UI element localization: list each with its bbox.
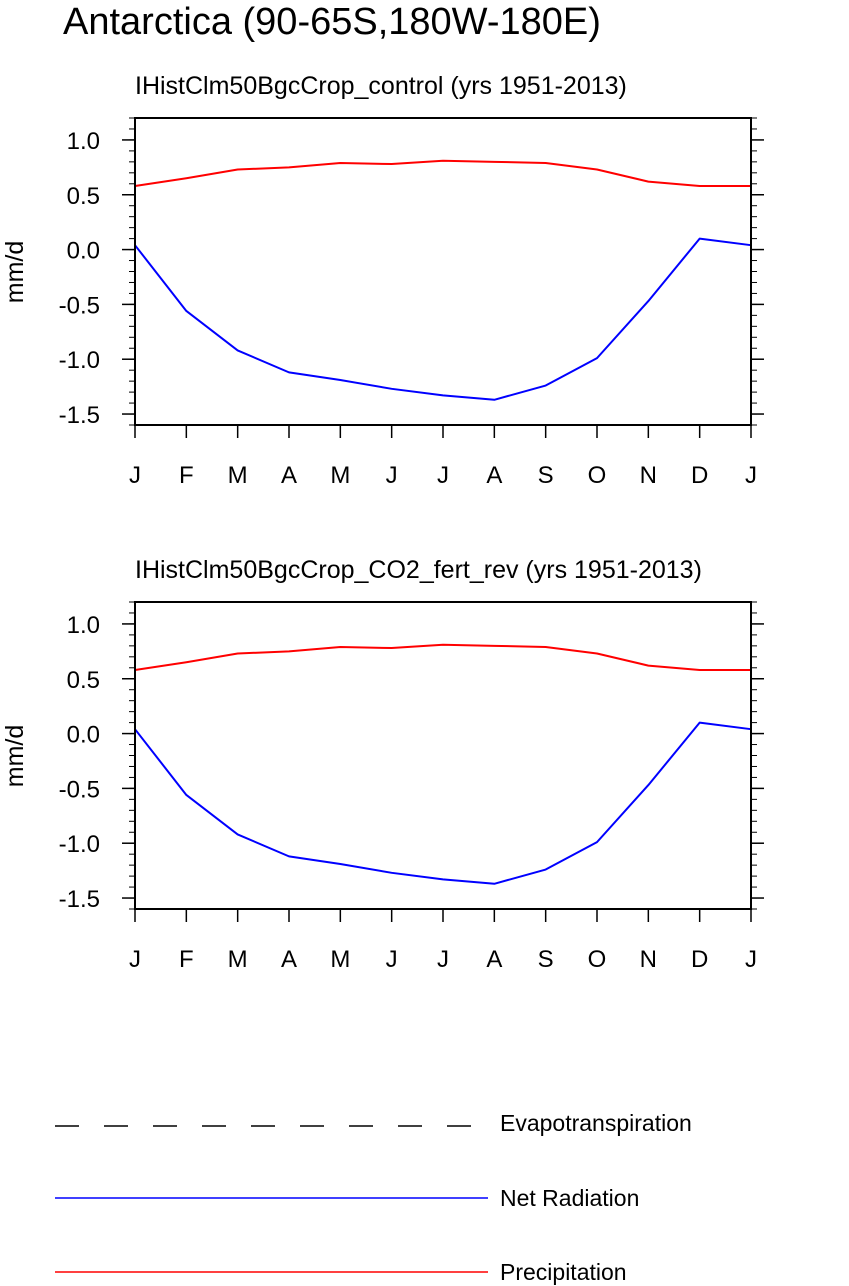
x-tick-label: J — [129, 462, 141, 489]
x-tick-label: O — [588, 946, 607, 973]
x-tick-label: A — [486, 946, 502, 973]
x-tick-label: D — [691, 946, 708, 973]
y-tick-label: 0.0 — [67, 722, 100, 749]
legend-label: Evapotranspiration — [500, 1110, 692, 1136]
y-tick-label: -1.5 — [59, 402, 100, 429]
panel-control: IHistClm50BgcCrop_control (yrs 1951-2013… — [1, 72, 764, 489]
y-tick-label: 1.0 — [67, 612, 100, 639]
y-tick-label: -0.5 — [59, 292, 100, 319]
x-tick-label: O — [588, 462, 607, 489]
y-tick-label: 1.0 — [67, 128, 100, 155]
series-lines — [134, 643, 752, 885]
legend: Evapotranspiration Net Radiation Precipi… — [55, 1110, 692, 1285]
series-line-precipitation — [134, 159, 751, 187]
x-tick-label: A — [281, 946, 297, 973]
y-tick-label: 0.5 — [67, 667, 100, 694]
legend-item-net-radiation: Net Radiation — [55, 1185, 639, 1211]
panel-title: IHistClm50BgcCrop_control (yrs 1951-2013… — [135, 72, 627, 100]
x-tick-label: J — [437, 946, 449, 973]
x-tick-label: F — [179, 946, 194, 973]
y-tick-label: 0.5 — [67, 183, 100, 210]
x-tick-label: D — [691, 462, 708, 489]
x-tick-label: J — [437, 462, 449, 489]
series-line-net-radiation — [134, 721, 752, 885]
x-tick-label: J — [129, 946, 141, 973]
series-line-precipitation — [134, 643, 751, 671]
legend-label: Precipitation — [500, 1259, 627, 1285]
x-tick-label: M — [228, 462, 248, 489]
panel-co2-fert-rev: IHistClm50BgcCrop_CO2_fert_rev (yrs 1951… — [1, 556, 764, 973]
x-tick-label: M — [330, 462, 350, 489]
series-lines — [134, 159, 752, 401]
x-tick-label: S — [538, 462, 554, 489]
x-tick-label: S — [538, 946, 554, 973]
plot-frame — [134, 117, 752, 426]
x-tick-label: J — [386, 946, 398, 973]
y-tick-label: -1.5 — [59, 886, 100, 913]
legend-item-evapotranspiration: Evapotranspiration — [55, 1110, 692, 1136]
y-tick-label: -1.0 — [59, 347, 100, 374]
x-tick-label: A — [281, 462, 297, 489]
panel-title: IHistClm50BgcCrop_CO2_fert_rev (yrs 1951… — [135, 556, 702, 584]
x-tick-label: A — [486, 462, 502, 489]
y-tick-label: -1.0 — [59, 831, 100, 858]
y-tick-label: -0.5 — [59, 776, 100, 803]
x-tick-label: M — [330, 946, 350, 973]
legend-item-precipitation: Precipitation — [55, 1259, 627, 1285]
y-tick-label: 0.0 — [67, 238, 100, 265]
x-tick-label: J — [745, 462, 757, 489]
x-tick-label: M — [228, 946, 248, 973]
x-tick-label: N — [640, 462, 657, 489]
series-line-net-radiation — [134, 237, 752, 401]
x-tick-label: J — [386, 462, 398, 489]
y-axis-label: mm/d — [1, 241, 29, 304]
x-tick-label: N — [640, 946, 657, 973]
tick-labels: -1.5 -1.0 -0.5 0.0 0.5 1.0 J F M A M J J A S O N D J — [59, 612, 757, 973]
x-tick-label: F — [179, 462, 194, 489]
x-tick-label: J — [745, 946, 757, 973]
figure-title: Antarctica (90-65S,180W-180E) — [63, 1, 601, 43]
legend-label: Net Radiation — [500, 1185, 639, 1211]
plot-frame — [134, 601, 752, 910]
y-axis-label: mm/d — [1, 725, 29, 788]
tick-labels: -1.5 -1.0 -0.5 0.0 0.5 1.0 J F M A M J J A S O N D J — [59, 128, 757, 489]
